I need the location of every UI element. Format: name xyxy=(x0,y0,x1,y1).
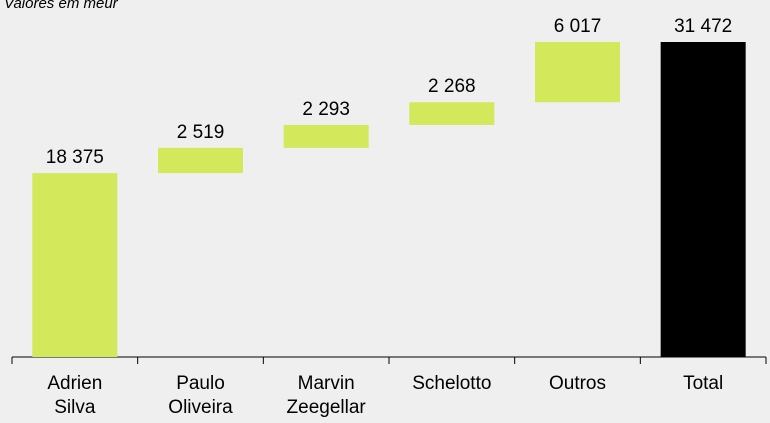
bar xyxy=(535,42,620,103)
bar xyxy=(32,173,118,357)
bar xyxy=(283,124,369,148)
x-tick-label: Marvin Zeegellar xyxy=(286,373,366,418)
value-label: 6 017 xyxy=(554,16,602,37)
value-label: 2 519 xyxy=(177,122,225,143)
value-label: 2 268 xyxy=(428,76,476,97)
x-tick-label: Adrien Silva xyxy=(47,373,103,418)
value-label: 2 293 xyxy=(302,99,350,120)
chart-subtitle: Valores em meur xyxy=(4,0,118,12)
bar xyxy=(409,102,495,125)
value-label: 18 375 xyxy=(46,147,104,168)
x-tick-label: Paulo Oliveira xyxy=(168,373,233,418)
x-tick-label: Outros xyxy=(548,373,607,394)
bar xyxy=(158,147,243,174)
x-tick-label: Total xyxy=(683,373,724,394)
bar xyxy=(660,42,746,357)
x-tick-label: Schelotto xyxy=(412,373,492,394)
value-label: 31 472 xyxy=(674,16,732,37)
